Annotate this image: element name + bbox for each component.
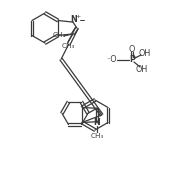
Text: ⁻O: ⁻O (107, 56, 117, 64)
Text: N: N (71, 15, 77, 24)
Text: OH: OH (139, 49, 151, 59)
Text: O: O (129, 44, 135, 54)
Text: N: N (94, 118, 100, 127)
Text: OH: OH (136, 64, 148, 74)
Text: CH₃: CH₃ (90, 133, 104, 139)
Text: +: + (76, 14, 81, 19)
Text: P: P (129, 56, 135, 64)
Text: CH₃: CH₃ (52, 32, 66, 38)
Text: CH₃: CH₃ (61, 43, 75, 49)
